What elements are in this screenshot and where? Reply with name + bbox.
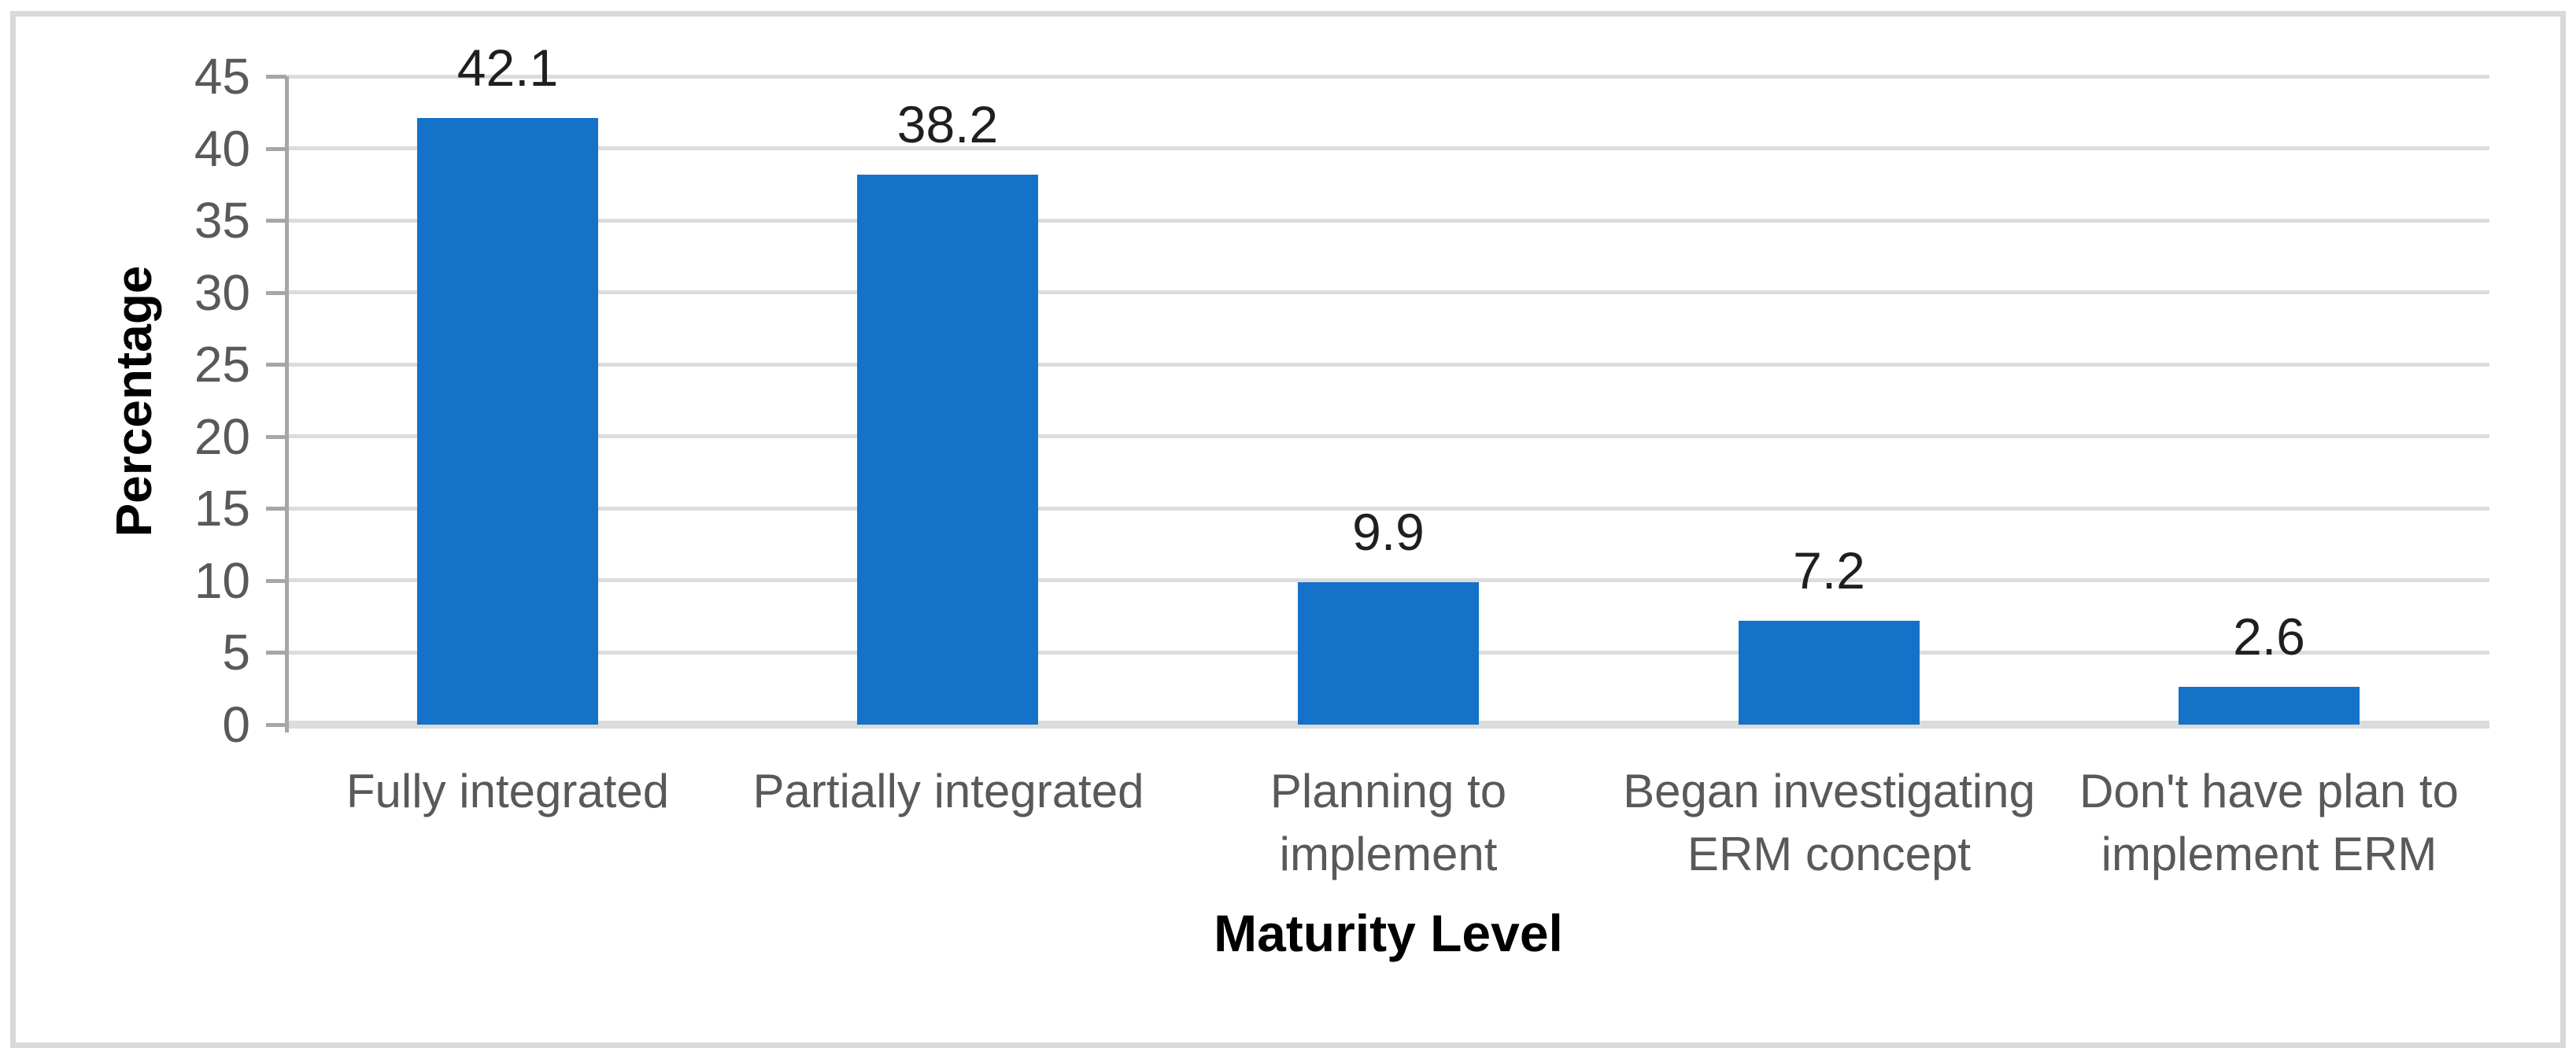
bar-2 bbox=[857, 175, 1038, 725]
gridline bbox=[287, 146, 2489, 150]
y-tick-label: 30 bbox=[194, 264, 250, 321]
category-label: Planning to implement bbox=[1270, 765, 1507, 880]
gridline bbox=[287, 578, 2489, 582]
bar-5 bbox=[2179, 687, 2360, 725]
gridline bbox=[287, 507, 2489, 511]
y-tick-mark bbox=[266, 723, 286, 727]
y-tick-mark bbox=[266, 507, 286, 511]
bar-3 bbox=[1298, 582, 1479, 725]
bar-1 bbox=[417, 118, 598, 725]
gridline-baseline bbox=[287, 721, 2489, 729]
category-label: Don't have plan to implement ERM bbox=[2079, 765, 2459, 880]
y-tick-label: 45 bbox=[194, 48, 250, 105]
y-tick-mark bbox=[266, 219, 286, 223]
y-tick-mark bbox=[266, 579, 286, 583]
y-tick-mark bbox=[266, 75, 286, 79]
y-tick-label: 40 bbox=[194, 120, 250, 177]
bar-4 bbox=[1739, 621, 1920, 725]
y-tick-mark bbox=[266, 363, 286, 367]
y-tick-label: 15 bbox=[194, 480, 250, 537]
category-label: Began investigating ERM concept bbox=[1623, 765, 2035, 880]
gridline bbox=[287, 219, 2489, 223]
gridline bbox=[287, 363, 2489, 367]
y-tick-mark bbox=[266, 291, 286, 295]
gridline bbox=[287, 434, 2489, 438]
category-label: Fully integrated bbox=[346, 765, 670, 817]
bar-value-label: 9.9 bbox=[1352, 503, 1425, 561]
x-axis-title: Maturity Level bbox=[1214, 904, 1563, 962]
gridline bbox=[287, 290, 2489, 294]
y-tick-mark bbox=[266, 651, 286, 655]
y-axis-title: Percentage bbox=[105, 265, 162, 537]
y-axis-line bbox=[285, 76, 289, 732]
y-tick-mark bbox=[266, 435, 286, 439]
y-tick-label: 10 bbox=[194, 552, 250, 609]
y-tick-label: 0 bbox=[222, 696, 250, 753]
bar-value-label: 7.2 bbox=[1793, 541, 1865, 600]
category-label: Partially integrated bbox=[752, 765, 1144, 817]
y-tick-label: 5 bbox=[222, 624, 250, 681]
y-tick-mark bbox=[266, 147, 286, 151]
bar-value-label: 2.6 bbox=[2233, 607, 2305, 666]
y-tick-label: 20 bbox=[194, 408, 250, 465]
y-tick-label: 25 bbox=[194, 336, 250, 393]
gridline bbox=[287, 75, 2489, 79]
bar-value-label: 42.1 bbox=[456, 39, 559, 97]
bar-value-label: 38.2 bbox=[896, 95, 999, 153]
y-tick-label: 35 bbox=[194, 192, 250, 249]
